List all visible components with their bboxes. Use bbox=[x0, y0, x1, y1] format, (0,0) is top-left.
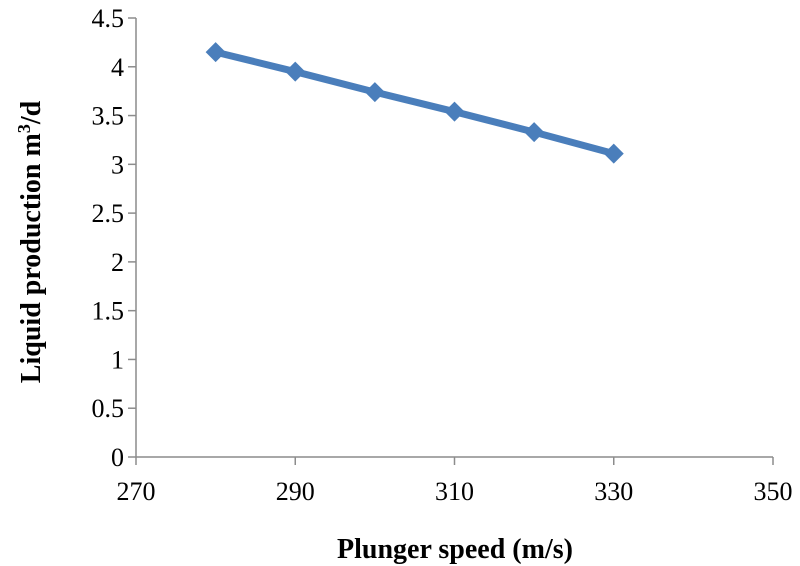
y-tick-label: 2 bbox=[111, 248, 124, 277]
data-point-marker bbox=[364, 82, 385, 103]
y-tick-label: 4 bbox=[111, 53, 124, 82]
y-tick-label: 1.5 bbox=[92, 297, 125, 326]
series-line bbox=[212, 48, 618, 158]
x-tick-label: 330 bbox=[594, 477, 633, 506]
y-axis-ticks: 0 0.5 1 1.5 2 2.5 3 3.5 4 4.5 bbox=[92, 4, 136, 472]
y-axis-title-main: Liquid production m bbox=[16, 133, 47, 383]
data-point-marker bbox=[603, 143, 624, 164]
data-point-marker bbox=[524, 122, 545, 143]
x-tick-label: 290 bbox=[276, 477, 315, 506]
y-tick-label: 1 bbox=[111, 345, 124, 374]
y-tick-label: 3.5 bbox=[92, 102, 125, 131]
x-tick-label: 350 bbox=[754, 477, 793, 506]
data-point-marker bbox=[285, 61, 306, 82]
x-tick-label: 310 bbox=[435, 477, 474, 506]
y-axis-title-tail: /d bbox=[16, 100, 47, 125]
x-tick-label: 270 bbox=[117, 477, 156, 506]
series-layer bbox=[205, 42, 624, 164]
x-axis-title: Plunger speed (m/s) bbox=[337, 534, 573, 565]
y-tick-label: 0.5 bbox=[92, 394, 125, 423]
y-axis-title: Liquid production m3/d bbox=[14, 100, 47, 383]
x-axis-ticks: 270 290 310 330 350 bbox=[117, 457, 793, 506]
y-tick-label: 0 bbox=[111, 443, 124, 472]
data-point-marker bbox=[444, 101, 465, 122]
y-tick-label: 2.5 bbox=[92, 199, 125, 228]
data-point-marker bbox=[205, 42, 226, 63]
y-tick-label: 3 bbox=[111, 150, 124, 179]
y-tick-label: 4.5 bbox=[92, 4, 125, 33]
y-axis-title-superscript: 3 bbox=[14, 124, 34, 133]
